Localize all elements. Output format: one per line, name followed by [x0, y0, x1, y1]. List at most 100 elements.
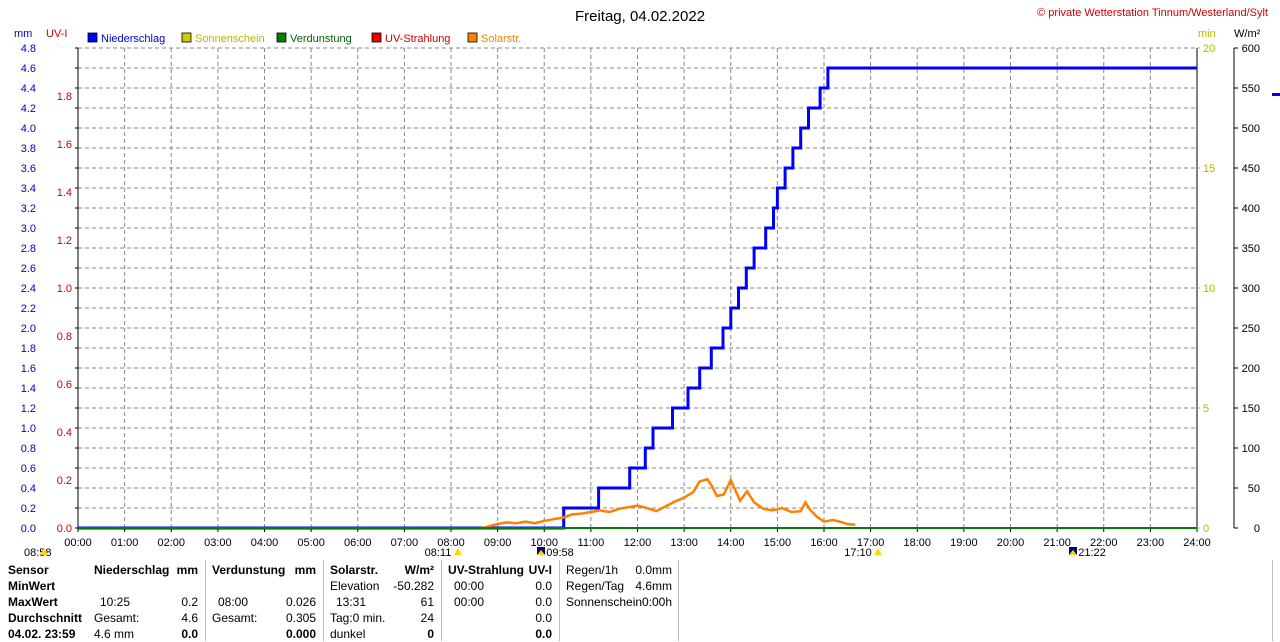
sunshine-label: Sonnenschein	[566, 595, 643, 609]
x-tick-label: 17:00	[857, 537, 885, 549]
uv-min-time: 00:00	[454, 579, 485, 593]
solar-avg-label: Tag:0 min.	[330, 611, 386, 625]
uvi-tick-label: 1.0	[57, 283, 72, 295]
axis-unit-uvi: UV-I	[46, 28, 67, 40]
uv-unit: UV-I	[528, 563, 552, 577]
mm-tick-label: 2.2	[21, 303, 36, 315]
min-tick-label: 20	[1203, 43, 1215, 55]
mm-tick-label: 3.0	[21, 223, 36, 235]
solar-min-value: -50.282	[393, 579, 434, 593]
x-tick-label: 15:00	[764, 537, 792, 549]
mm-tick-label: 3.8	[21, 143, 36, 155]
uvi-tick-label: 0.2	[57, 475, 72, 487]
moon-marker-tri	[1069, 550, 1077, 555]
sun-icon	[40, 548, 48, 555]
x-tick-label: 12:00	[624, 537, 652, 549]
mm-tick-label: 4.2	[21, 103, 36, 115]
niederschlag-last-value: 0.0	[181, 627, 198, 641]
solar-last-label: dunkel	[330, 627, 366, 641]
statistics-table: Sensor MinWert MaxWert Durchschnitt 04.0…	[0, 560, 1280, 641]
wm2-tick-label: 250	[1242, 323, 1260, 335]
solar-max-value: 61	[420, 595, 434, 609]
x-tick-label: 22:00	[1090, 537, 1118, 549]
x-tick-label: 08:00	[437, 537, 465, 549]
mm-tick-label: 2.8	[21, 243, 36, 255]
wm2-tick-label: 550	[1242, 83, 1260, 95]
wm2-tick-label: 200	[1242, 363, 1260, 375]
axis-unit-mm: mm	[14, 28, 32, 40]
time-marker-label: 21:22	[1078, 547, 1106, 559]
solar-avg-value: 24	[420, 611, 434, 625]
regen-day-value: 4.6mm	[635, 579, 672, 593]
uv-min-value: 0.0	[535, 579, 552, 593]
uvi-tick-label: 0.8	[57, 331, 72, 343]
wm2-tick-label: 400	[1242, 203, 1260, 215]
uvi-tick-label: 1.4	[57, 187, 72, 199]
x-tick-label: 01:00	[111, 537, 139, 549]
mm-tick-label: 1.2	[21, 403, 36, 415]
regen-day-label: Regen/Tag	[566, 579, 625, 593]
niederschlag-total-value: 4.6	[181, 611, 198, 625]
right-scroll-indicator[interactable]	[1272, 93, 1280, 96]
sun-icon	[454, 548, 462, 555]
x-tick-label: 20:00	[997, 537, 1025, 549]
x-tick-label: 24:00	[1183, 537, 1211, 549]
uvi-tick-label: 0.4	[57, 427, 72, 439]
stats-label-last: 04.02. 23:59	[8, 627, 76, 641]
copyright-text: © private Wetterstation Tinnum/Westerlan…	[1037, 7, 1268, 19]
solar-unit: W/m²	[404, 563, 434, 577]
mm-tick-label: 2.6	[21, 263, 36, 275]
verdunstung-max-time: 08:00	[218, 595, 249, 609]
verdunstung-last-value: 0.000	[285, 627, 316, 641]
x-tick-label: 13:00	[670, 537, 698, 549]
mm-tick-label: 4.0	[21, 123, 36, 135]
x-tick-label: 11:00	[578, 537, 605, 549]
x-tick-label: 14:00	[717, 537, 745, 549]
verdunstung-total-label: Gesamt:	[212, 611, 258, 625]
chart-grid	[77, 47, 1198, 528]
mm-tick-label: 4.6	[21, 63, 36, 75]
niederschlag-max-time: 10:25	[100, 595, 131, 609]
time-markers: 08:58 08:11 09:58 17:10 21:22	[24, 547, 1106, 559]
axis-unit-wm2: W/m²	[1234, 28, 1261, 40]
x-tick-label: 19:00	[950, 537, 978, 549]
stats-label-sensor: Sensor	[8, 563, 49, 577]
legend-label: UV-Strahlung	[385, 33, 450, 45]
uv-max-value: 0.0	[535, 595, 552, 609]
solar-last-value: 0	[427, 627, 434, 641]
uv-last-value: 0.0	[535, 627, 552, 641]
solar-head: Solarstr.	[330, 563, 379, 577]
wm2-tick-label: 150	[1242, 403, 1260, 415]
mm-tick-label: 1.4	[21, 383, 36, 395]
uv-max-time: 00:00	[454, 595, 485, 609]
regen-1h-value: 0.0mm	[635, 563, 672, 577]
wm2-tick-label: 450	[1242, 163, 1260, 175]
mm-tick-label: 1.8	[21, 343, 36, 355]
wm2-tick-label: 0	[1254, 523, 1260, 535]
stats-regen-column: Regen/1h 0.0mm Regen/Tag 4.6mm Sonnenschei…	[566, 562, 676, 641]
min-tick-label: 5	[1203, 403, 1209, 415]
stats-verdunstung-column: Verdunstung mm 08:00 0.026 Gesamt: 0.305 0.…	[212, 562, 320, 641]
mm-tick-label: 0.6	[21, 463, 36, 475]
mm-tick-label: 2.0	[21, 323, 36, 335]
weather-chart: 00:00 01:00 02:00 03:00 04:00 05:00 06:00 07:00…	[14, 7, 1280, 559]
verdunstung-max-value: 0.026	[285, 595, 316, 609]
x-tick-label: 07:00	[391, 537, 419, 549]
niederschlag-unit: mm	[176, 563, 198, 577]
mm-tick-label: 0.4	[21, 483, 36, 495]
time-marker-label: 09:58	[546, 547, 574, 559]
mm-tick-label: 3.4	[21, 183, 36, 195]
legend-swatch	[87, 32, 98, 43]
x-tick-label: 06:00	[344, 537, 372, 549]
solar-min-label: Elevation	[330, 579, 380, 593]
mm-tick-label: 4.4	[21, 83, 36, 95]
stats-niederschlag-column: Niederschlag mm 10:25 0.2 Gesamt: 4.6 4.6 m…	[94, 562, 202, 641]
x-tick-label: 16:00	[810, 537, 838, 549]
mm-tick-label: 1.0	[21, 423, 36, 435]
legend-label: Verdunstung	[290, 33, 352, 45]
x-tick-label: 09:00	[484, 537, 512, 549]
mm-tick-label: 0.8	[21, 443, 36, 455]
stats-label-min: MinWert	[8, 579, 56, 593]
x-tick-label: 04:00	[251, 537, 279, 549]
wm2-tick-label: 500	[1242, 123, 1260, 135]
